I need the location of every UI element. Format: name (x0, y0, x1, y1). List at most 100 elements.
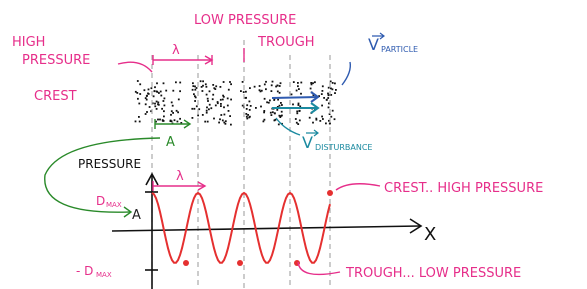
particle (323, 97, 325, 99)
particle (270, 112, 272, 114)
particle (295, 118, 297, 120)
particle (174, 119, 176, 121)
amplitude: A (166, 135, 175, 150)
label: HIGH (12, 35, 45, 50)
y-axis-label: PRESSURE (78, 157, 141, 171)
particle (194, 100, 196, 102)
particle (170, 114, 172, 116)
particle (255, 107, 257, 109)
particle (225, 120, 227, 122)
particle (212, 84, 214, 86)
particle (209, 90, 211, 92)
particle (207, 121, 209, 123)
particle (297, 82, 299, 84)
particle (145, 113, 147, 115)
particle (138, 116, 140, 118)
neg-d-max-sub: MAX (96, 271, 112, 279)
particle (192, 85, 194, 87)
d-max-sub: MAX (106, 201, 122, 209)
particle (260, 106, 262, 108)
particle (204, 121, 206, 123)
particle (247, 114, 249, 116)
particle (292, 104, 294, 106)
particle (179, 118, 181, 120)
particle (153, 95, 155, 97)
particle (272, 81, 274, 83)
particle (219, 118, 221, 120)
particle (222, 99, 224, 101)
label: TROUGH (257, 35, 315, 50)
particle (242, 81, 244, 83)
particle (154, 90, 156, 92)
particle (229, 81, 231, 83)
x-axis-label: X (424, 224, 436, 245)
particle (277, 91, 279, 93)
particle (192, 89, 194, 91)
particle (261, 90, 263, 92)
particle (137, 98, 139, 100)
particle (334, 92, 336, 94)
particle (332, 110, 334, 112)
particle (171, 120, 173, 122)
particle (327, 97, 329, 99)
particle (312, 122, 314, 124)
particle (293, 81, 295, 83)
particle (278, 124, 280, 126)
particle (213, 87, 215, 89)
particle (328, 94, 330, 96)
particle (296, 112, 298, 114)
particle (264, 119, 266, 121)
particle (228, 110, 230, 112)
particle (202, 80, 204, 82)
particle (194, 89, 196, 91)
particle (163, 110, 165, 112)
particle (206, 107, 208, 109)
particle (146, 95, 148, 97)
particle (175, 81, 177, 83)
particle (148, 89, 150, 91)
particles (135, 80, 337, 125)
particle (277, 85, 279, 87)
particle (259, 89, 261, 91)
particle (264, 98, 266, 100)
particle (212, 94, 214, 96)
particle (249, 109, 251, 111)
particle (276, 109, 278, 111)
particle (265, 81, 267, 83)
particle (220, 105, 222, 107)
particle (192, 117, 194, 119)
particle (269, 100, 271, 102)
particle (321, 93, 323, 95)
particle (171, 110, 173, 112)
particle (325, 123, 327, 125)
particle (299, 120, 301, 122)
particle (321, 105, 323, 107)
annotation-arrows (118, 48, 380, 274)
particle (206, 112, 208, 114)
particle (279, 115, 281, 117)
particle (280, 102, 282, 104)
particle (202, 90, 204, 92)
particle (163, 82, 165, 84)
particle (246, 108, 248, 110)
particle (334, 83, 336, 85)
particle (205, 83, 207, 85)
label: CREST (34, 89, 77, 104)
particle (177, 111, 179, 113)
particle (196, 105, 198, 107)
particle (300, 82, 302, 84)
particle (328, 107, 330, 109)
particle (264, 84, 266, 86)
particle (223, 81, 225, 83)
particle (209, 104, 211, 106)
particle (227, 105, 229, 107)
particle (225, 123, 227, 125)
particle (265, 88, 267, 90)
particle (271, 90, 273, 92)
particle (179, 82, 181, 84)
particle (274, 120, 276, 122)
particle (259, 85, 261, 87)
particle (266, 101, 268, 103)
particle (220, 114, 222, 116)
particle (326, 99, 328, 101)
